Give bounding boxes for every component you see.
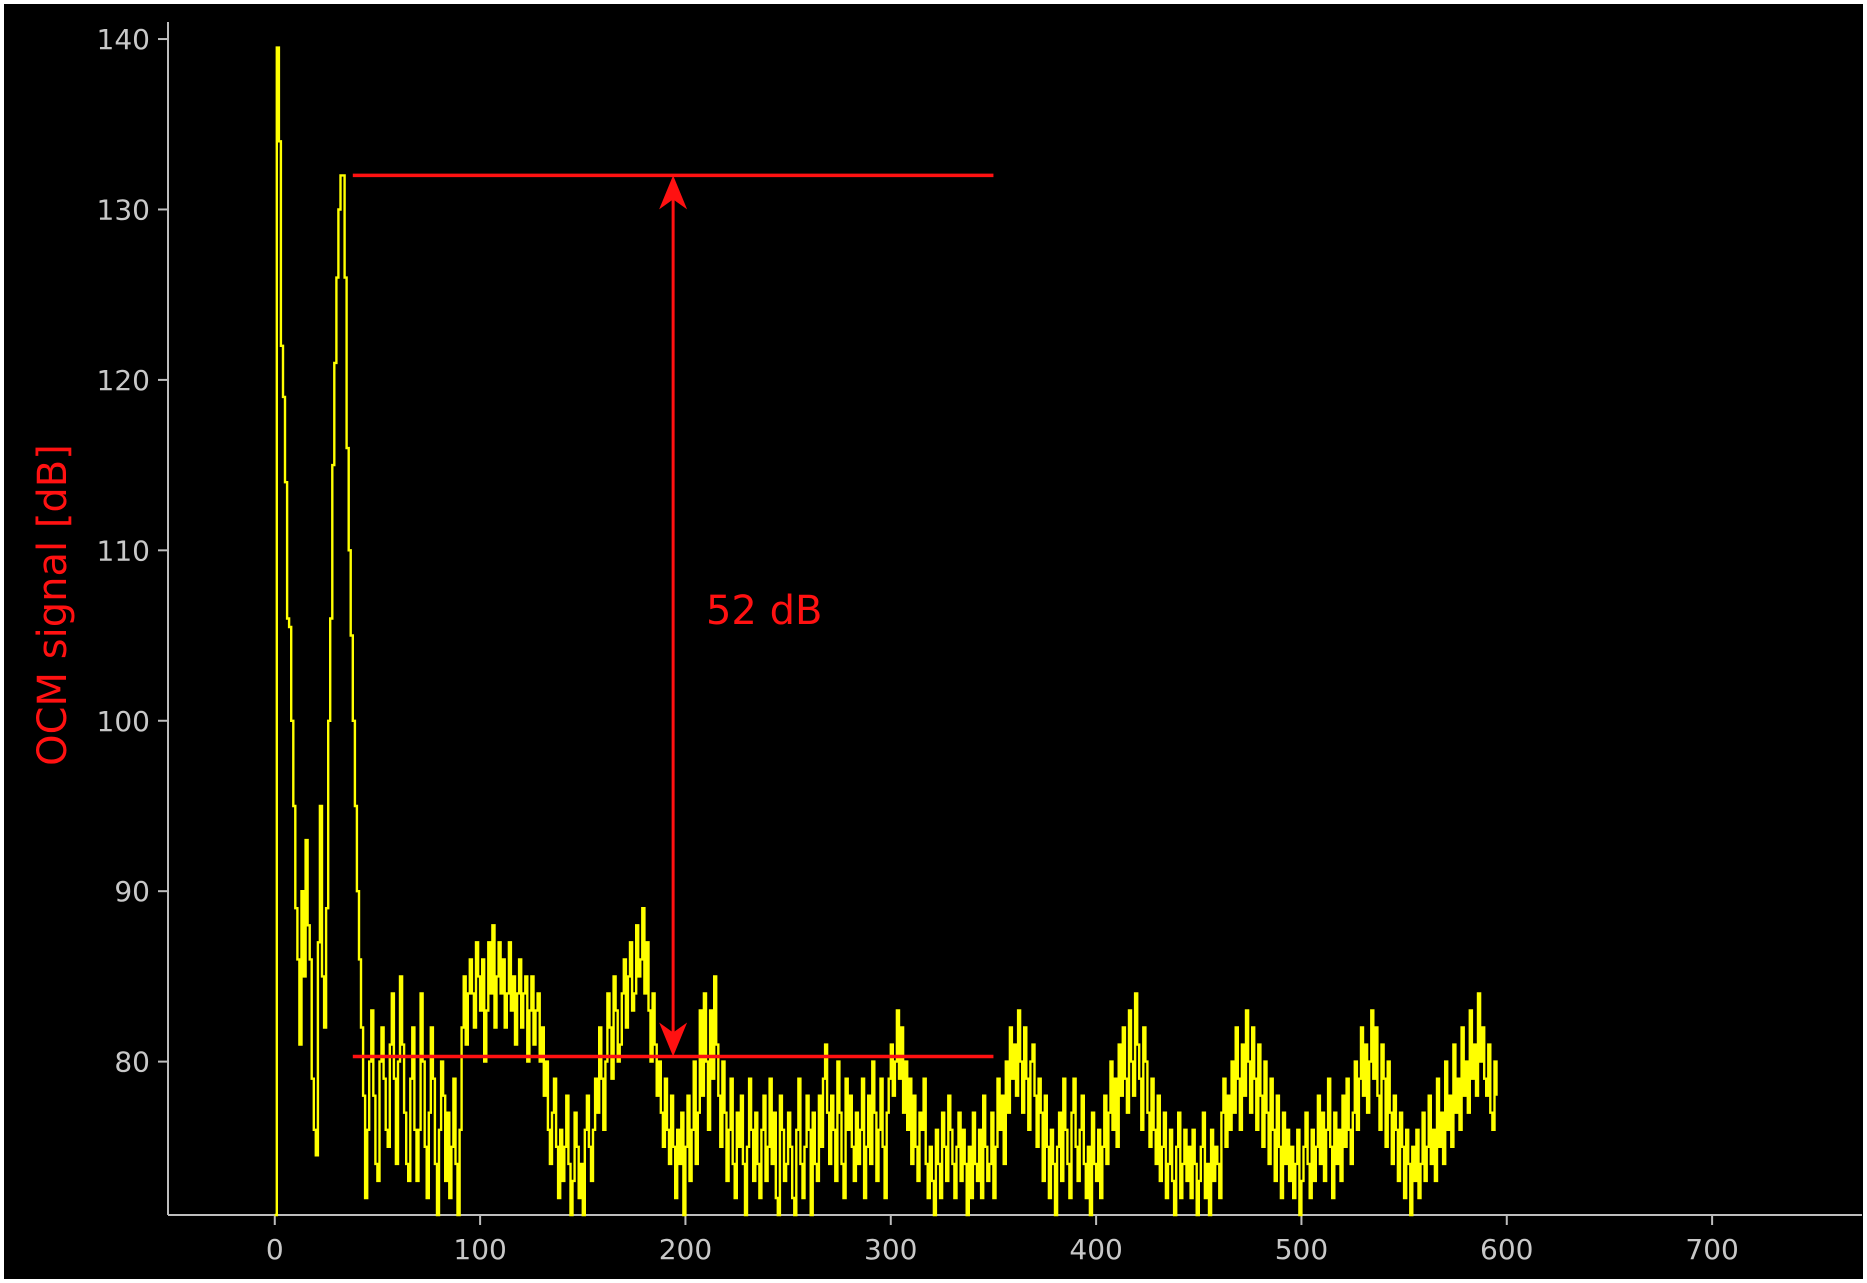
y-tick-label: 80 bbox=[114, 1046, 150, 1079]
annotations: 52 dB bbox=[352, 173, 994, 1059]
y-tick-label: 140 bbox=[97, 23, 150, 56]
x-tick-label: 300 bbox=[864, 1233, 917, 1266]
x-ticks: 0 100 200 300 400 500 600 700 bbox=[266, 1215, 1739, 1266]
x-tick-label: 500 bbox=[1275, 1233, 1328, 1266]
y-tick-label: 130 bbox=[97, 193, 150, 226]
y-tick-label: 90 bbox=[114, 875, 150, 908]
y-ticks: 80 90 100 110 120 130 140 bbox=[97, 23, 168, 1079]
x-tick-label: 0 bbox=[266, 1233, 284, 1266]
range-label: 52 dB bbox=[706, 588, 822, 634]
y-tick-label: 110 bbox=[97, 534, 150, 567]
data-series-line bbox=[274, 46, 1498, 1217]
arrow-head-up-icon bbox=[659, 175, 688, 210]
x-tick-label: 400 bbox=[1069, 1233, 1122, 1266]
x-tick-label: 700 bbox=[1685, 1233, 1738, 1266]
y-tick-label: 120 bbox=[97, 364, 150, 397]
x-tick-label: 200 bbox=[659, 1233, 712, 1266]
chart-background bbox=[4, 4, 1863, 1279]
axes bbox=[167, 22, 1862, 1216]
y-axis-title: OCM signal [dB] bbox=[30, 444, 76, 766]
x-tick-label: 600 bbox=[1480, 1233, 1533, 1266]
x-tick-label: 100 bbox=[453, 1233, 506, 1266]
arrow-head-down-icon bbox=[659, 1022, 688, 1057]
y-tick-label: 100 bbox=[97, 705, 150, 738]
